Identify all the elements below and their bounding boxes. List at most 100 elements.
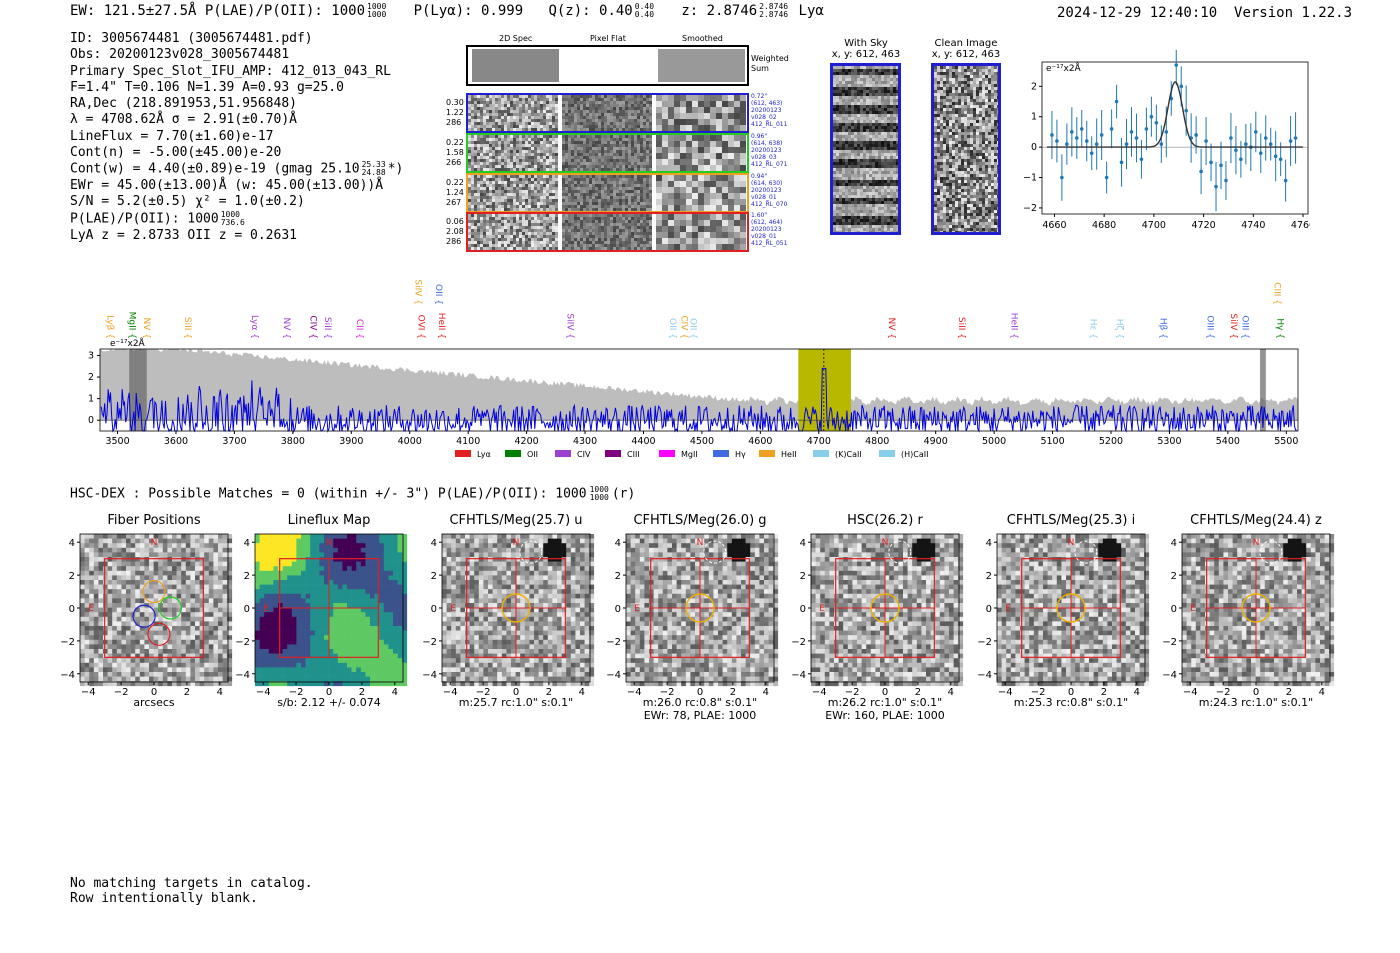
sky-pixel [839, 81, 842, 84]
cutout-pixel [522, 235, 525, 238]
cutout-pixel [613, 147, 616, 150]
sky-pixel [866, 201, 869, 204]
sky-pixel [857, 138, 860, 141]
cutout-pixel [543, 144, 546, 147]
cutout-pixel [537, 138, 540, 141]
cutout-pixel [662, 226, 668, 232]
cutout-pixel [477, 196, 480, 199]
cutout-pixel [574, 247, 577, 250]
cutout-pixel [504, 113, 507, 116]
cutout-pixel [680, 220, 686, 226]
cutout-pixel [698, 147, 704, 153]
cutout-pixel [519, 153, 522, 156]
cutout-pixel [619, 125, 622, 128]
cutout-pixel [595, 196, 598, 199]
cutout-pixel [616, 141, 619, 144]
clean-pixel [994, 72, 997, 75]
cutout-pixel [628, 95, 631, 98]
cutout-pixel [625, 205, 628, 208]
cutout-pixel [486, 244, 489, 247]
cutout-pixel [604, 98, 607, 101]
cutout-pixel [492, 181, 495, 184]
cutout-pixel [640, 110, 643, 113]
cutout-pixel [483, 178, 486, 181]
cutout-pixel [622, 107, 625, 110]
cutout-pixel [534, 199, 537, 202]
cutout-pixel [574, 178, 577, 181]
sky-pixel [851, 186, 854, 189]
clean-pixel [958, 117, 961, 120]
clean-pixel [937, 81, 940, 84]
cutout-stat: 0.06 [446, 217, 464, 226]
cutout-pixel [540, 168, 543, 171]
cutout-pixel [646, 190, 649, 193]
cutout-pixel [568, 214, 571, 217]
cutout-pixel [555, 122, 558, 125]
cutout-pixel [643, 190, 646, 193]
cutout-pixel [601, 217, 604, 220]
cutout-pixel [474, 244, 477, 247]
sky-pixel [845, 159, 848, 162]
sky-pixel [848, 171, 851, 174]
cutout-pixel [577, 98, 580, 101]
cutout-pixel [704, 125, 710, 131]
cutout-pixel [634, 119, 637, 122]
clean-pixel [943, 120, 946, 123]
cutout-pixel [592, 244, 595, 247]
sky-pixel [875, 192, 878, 195]
cutout-pixel [555, 138, 558, 141]
clean-pixel [943, 72, 946, 75]
cutout-pixel [622, 190, 625, 193]
cutout-pixel [492, 238, 495, 241]
sky-pixel [845, 93, 848, 96]
cutout-pixel [486, 190, 489, 193]
sky-pixel [836, 219, 839, 222]
cutout-pixel [486, 119, 489, 122]
cutout-pixel [531, 238, 534, 241]
cutout-pixel [510, 144, 513, 147]
sky-pixel [863, 228, 866, 231]
clean-pixel [991, 114, 994, 117]
cutout-pixel [480, 141, 483, 144]
cutout-pixel [586, 107, 589, 110]
sky-pixel [893, 132, 896, 135]
sky-pixel [854, 99, 857, 102]
sky-pixel [881, 171, 884, 174]
sky-pixel [887, 66, 890, 69]
header-qz-sub: 0.40 [634, 10, 655, 19]
cutout-pixel [692, 244, 698, 250]
cutout-pixel [495, 232, 498, 235]
sky-pixel [875, 210, 878, 213]
sky-pixel [842, 69, 845, 72]
sky-pixel [863, 129, 866, 132]
cutout-pixel [577, 138, 580, 141]
cutout-pixel [507, 159, 510, 162]
cutout-pixel [628, 223, 631, 226]
cutout-pixel [698, 199, 704, 205]
cutout-pixel [531, 128, 534, 131]
cutout-pixel [698, 141, 704, 147]
sky-pixel [836, 204, 839, 207]
cutout-pixel [486, 95, 489, 98]
sky-pixel [845, 168, 848, 171]
sky-pixel [848, 204, 851, 207]
clean-pixel [937, 114, 940, 117]
sky-pixel [872, 210, 875, 213]
cutout-pixel [656, 181, 662, 187]
sky-pixel [884, 174, 887, 177]
cutout-pixel [668, 125, 674, 131]
cutout-pixel [549, 165, 552, 168]
sky-pixel [884, 129, 887, 132]
cutout-pixel [595, 235, 598, 238]
cutout-pixel [540, 144, 543, 147]
cutout-pixel [495, 178, 498, 181]
cutout-pixel [507, 208, 510, 211]
cutout-pixel [577, 101, 580, 104]
cutout-pixel [637, 208, 640, 211]
cutout-pixel [543, 220, 546, 223]
sky-pixel [893, 213, 896, 216]
sky-pixel [872, 135, 875, 138]
sky-pixel [863, 165, 866, 168]
cutout-pixel [580, 147, 583, 150]
cutout-pixel [631, 150, 634, 153]
